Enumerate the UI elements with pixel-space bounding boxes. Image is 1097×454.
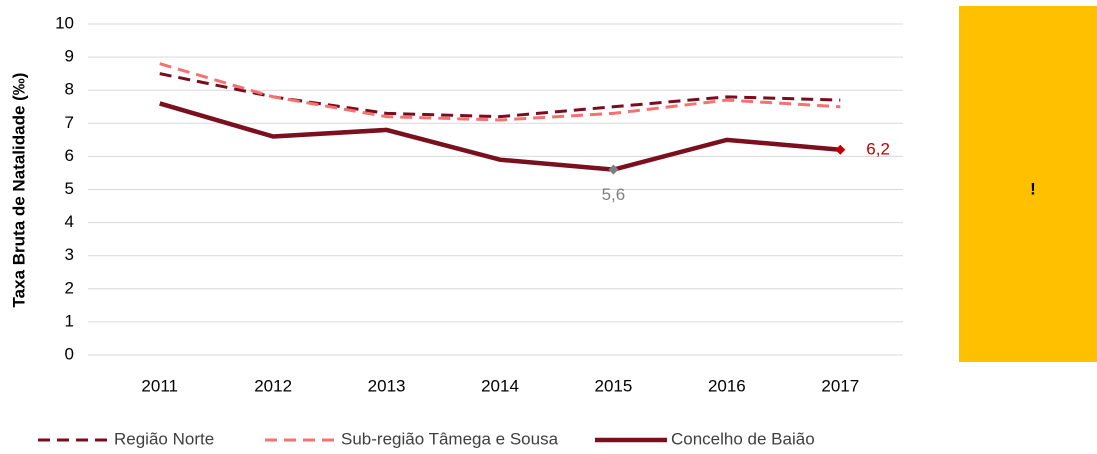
y-tick-label: 5: [65, 179, 74, 198]
data-label: 5,6: [602, 185, 626, 204]
y-tick-label: 8: [65, 80, 74, 99]
legend-label: Concelho de Baião: [671, 429, 815, 448]
annotation-box: [959, 6, 1097, 362]
y-tick-label: 7: [65, 113, 74, 132]
x-tick-label: 2017: [821, 376, 859, 395]
series-line: [159, 62, 841, 122]
annotation-text: !: [1030, 179, 1036, 198]
legend-label: Região Norte: [114, 429, 214, 448]
series-line: [159, 101, 841, 172]
y-tick-label: 4: [65, 212, 74, 231]
x-tick-label: 2016: [708, 376, 746, 395]
y-tick-label: 6: [65, 146, 74, 165]
marker: [835, 144, 846, 155]
marker: [608, 164, 619, 175]
legend-label: Sub-região Tâmega e Sousa: [341, 429, 559, 448]
series-line: [159, 72, 841, 119]
y-tick-label: 2: [65, 278, 74, 297]
x-tick-label: 2011: [141, 376, 178, 395]
x-tick-label: 2014: [481, 376, 519, 395]
x-tick-label: 2013: [368, 376, 406, 395]
x-tick-label: 2012: [254, 376, 292, 395]
y-tick-label: 1: [65, 311, 74, 330]
data-label: 6,2: [866, 139, 890, 158]
y-tick-label: 9: [65, 47, 74, 66]
y-axis-label: Taxa Bruta de Natalidade (‰): [9, 73, 28, 308]
y-tick-label: 3: [65, 245, 74, 264]
y-tick-label: 10: [55, 13, 74, 32]
y-tick-label: 0: [65, 344, 74, 363]
x-tick-label: 2015: [595, 376, 633, 395]
